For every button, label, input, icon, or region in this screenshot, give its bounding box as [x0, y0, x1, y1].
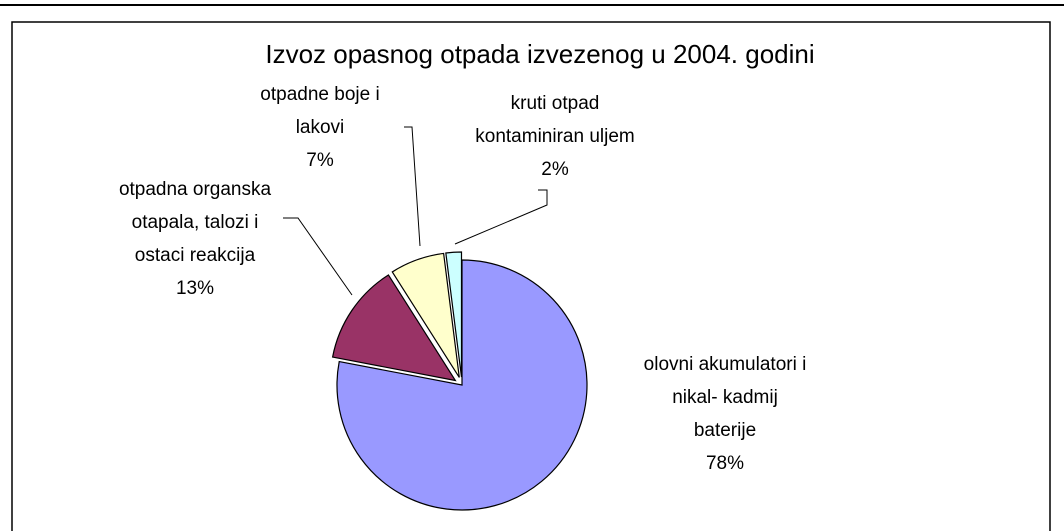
label-line: otapala, talozi i [132, 212, 259, 233]
label-line: ostaci reakcija [135, 245, 256, 266]
label-line: otpadne boje i [260, 84, 379, 105]
label-line: kruti otpad [511, 93, 600, 114]
pie-slice [336, 259, 588, 511]
leader-line [454, 189, 548, 245]
leader-line [404, 126, 421, 247]
value-label: 78% [706, 453, 744, 474]
slice-label: otpadna organska otapala, talozi i ostaci … [119, 179, 272, 266]
label-line: nikal- kadmij [672, 387, 778, 408]
pie-slice [331, 274, 457, 382]
slice-label: olovni akumulatori i nikal- kadmij baterij… [644, 354, 807, 441]
slice-label: kruti otpad kontaminiran uljem [475, 93, 634, 147]
pie-slice [391, 252, 460, 378]
label-line: olovni akumulatori i [644, 354, 807, 375]
label-line: lakovi [296, 117, 345, 138]
slice-label: otpadne boje i lakovi [260, 84, 379, 138]
label-line: kontaminiran uljem [475, 126, 634, 147]
label-line: baterije [694, 420, 756, 441]
label-line: otpadna organska [119, 179, 272, 200]
value-label: 13% [176, 278, 214, 299]
value-label: 2% [541, 159, 569, 180]
chart-frame [11, 21, 1051, 531]
value-label: 7% [306, 150, 334, 171]
leader-line [283, 217, 353, 296]
chart-title: Izvoz opasnog otpada izvezenog u 2004. g… [265, 39, 814, 69]
pie-slice [445, 251, 463, 378]
